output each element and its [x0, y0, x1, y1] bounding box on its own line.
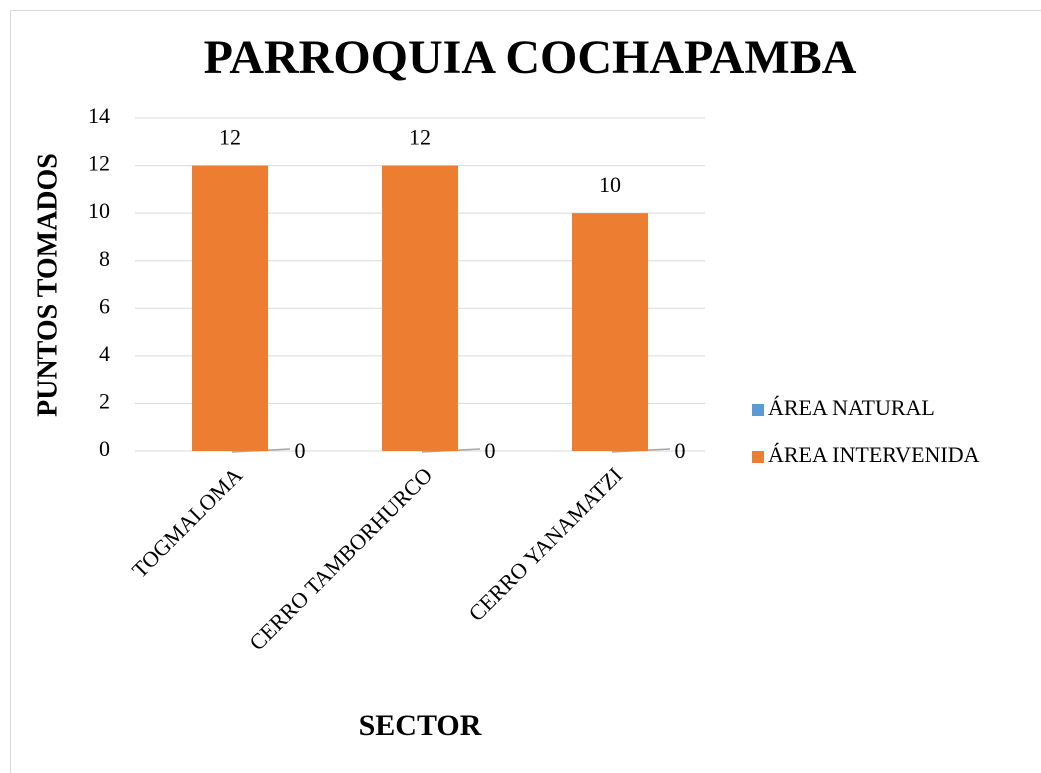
- data-label: 0: [485, 438, 496, 463]
- y-axis-label: PUNTOS TOMADOS: [32, 153, 63, 417]
- legend-label: ÁREA NATURAL: [768, 395, 935, 420]
- y-tick-label: 12: [88, 151, 110, 176]
- data-label: 12: [219, 125, 241, 150]
- y-tick-label: 6: [99, 293, 110, 318]
- bar: [382, 165, 458, 452]
- data-label: 0: [295, 438, 306, 463]
- data-label: 12: [409, 125, 431, 150]
- x-tick-label: CERRO YANAMATZI: [464, 462, 628, 626]
- legend-label: ÁREA INTERVENIDA: [768, 442, 980, 467]
- y-tick-label: 2: [99, 388, 110, 413]
- legend-swatch: [752, 451, 764, 463]
- chart-border: [10, 10, 1041, 773]
- y-tick-label: 4: [99, 341, 110, 366]
- bar: [192, 165, 268, 452]
- x-tick-label: TOGMALOMA: [127, 462, 247, 582]
- y-tick-label: 8: [99, 246, 110, 271]
- y-tick-label: 10: [88, 198, 110, 223]
- y-tick-label: 0: [99, 436, 110, 461]
- legend-swatch: [752, 404, 764, 416]
- data-label: 0: [675, 438, 686, 463]
- x-tick-label: CERRO TAMBORHURCO: [244, 462, 437, 655]
- data-label: 10: [599, 172, 621, 197]
- y-tick-label: 14: [88, 103, 110, 128]
- x-axis-label: SECTOR: [359, 709, 482, 742]
- chart-title: PARROQUIA COCHAPAMBA: [204, 31, 857, 84]
- bar: [572, 213, 648, 451]
